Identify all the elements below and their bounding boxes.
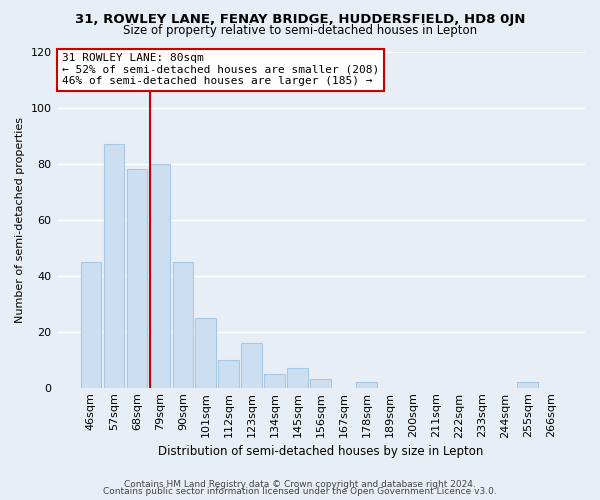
Bar (265, 374, 285, 388)
Bar (80, 262, 101, 388)
Text: Size of property relative to semi-detached houses in Lepton: Size of property relative to semi-detach… (123, 24, 477, 37)
X-axis label: Distribution of semi-detached houses by size in Lepton: Distribution of semi-detached houses by … (158, 444, 484, 458)
Bar (196, 318, 216, 388)
Text: Contains HM Land Registry data © Crown copyright and database right 2024.: Contains HM Land Registry data © Crown c… (124, 480, 476, 489)
Bar (356, 382, 377, 388)
Bar (173, 262, 193, 388)
Bar (287, 368, 308, 388)
Text: 31 ROWLEY LANE: 80sqm
← 52% of semi-detached houses are smaller (208)
46% of sem: 31 ROWLEY LANE: 80sqm ← 52% of semi-deta… (62, 53, 379, 86)
Text: 31, ROWLEY LANE, FENAY BRIDGE, HUDDERSFIELD, HD8 0JN: 31, ROWLEY LANE, FENAY BRIDGE, HUDDERSFI… (75, 12, 525, 26)
Bar (310, 379, 331, 388)
Bar (241, 343, 262, 388)
Bar (127, 169, 147, 388)
Bar (104, 144, 124, 388)
Bar (218, 360, 239, 388)
Bar (149, 164, 170, 388)
Y-axis label: Number of semi-detached properties: Number of semi-detached properties (15, 116, 25, 322)
Bar (517, 382, 538, 388)
Text: Contains public sector information licensed under the Open Government Licence v3: Contains public sector information licen… (103, 488, 497, 496)
